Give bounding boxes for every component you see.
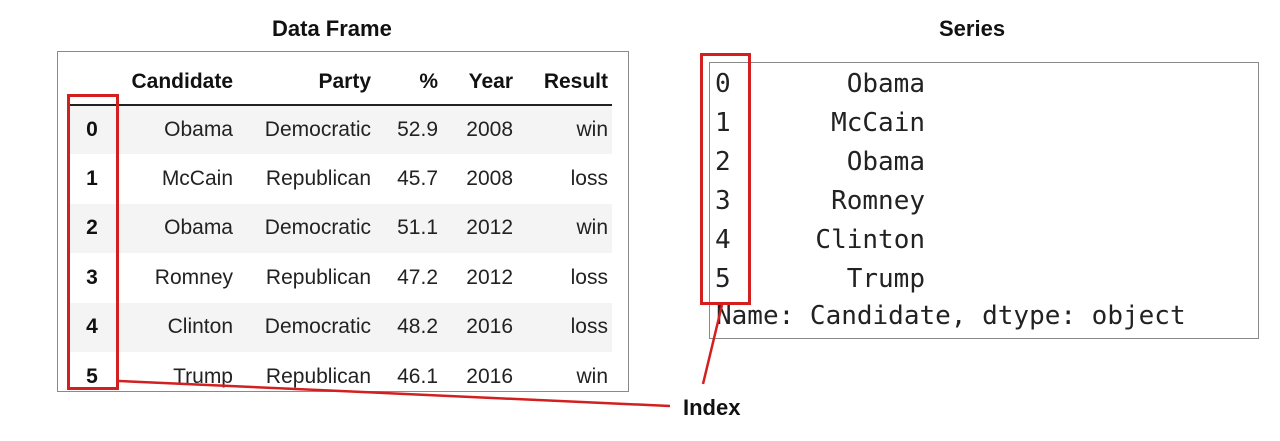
series-value: Obama: [846, 147, 925, 177]
dataframe-panel: Candidate Party % Year Result 0 Obama De…: [57, 51, 629, 392]
cell-party: Republican: [265, 265, 371, 289]
series-footer: Name: Candidate, dtype: object: [716, 301, 1186, 331]
series-value: Clinton: [815, 225, 925, 255]
series-row: 4 Clinton: [710, 225, 1258, 264]
cell-party: Republican: [265, 364, 371, 388]
cell-result: win: [576, 216, 608, 240]
cell-percent: 47.2: [397, 265, 438, 289]
cell-year: 2016: [466, 315, 513, 339]
series-index: 5: [715, 264, 731, 294]
connector-line-series: [701, 304, 724, 385]
series-index-highlight: [700, 53, 751, 305]
cell-percent: 51.1: [397, 216, 438, 240]
cell-percent: 46.1: [397, 364, 438, 388]
cell-year: 2012: [466, 216, 513, 240]
index-annotation-label: Index: [683, 395, 741, 420]
cell-candidate: McCain: [161, 167, 233, 191]
index-header: [69, 60, 115, 106]
series-index: 3: [715, 186, 731, 216]
cell-candidate: Obama: [164, 118, 233, 142]
dataframe-header-row: Candidate Party % Year Result: [69, 60, 612, 106]
row-index: 5: [86, 364, 98, 388]
cell-candidate: Clinton: [167, 315, 233, 339]
series-panel: 0 Obama 1 McCain 2 Obama 3 Romney 4 Clin…: [709, 62, 1259, 339]
cell-result: loss: [570, 315, 608, 339]
cell-candidate: Obama: [164, 216, 233, 240]
dataframe-title: Data Frame: [272, 16, 392, 41]
series-row: 1 McCain: [710, 108, 1258, 147]
row-index: 3: [86, 265, 98, 289]
table-row: 2 Obama Democratic 51.1 2012 win: [69, 203, 612, 254]
series-row: 5 Trump: [710, 264, 1258, 303]
column-header-result: Result: [513, 60, 612, 106]
cell-percent: 52.9: [397, 118, 438, 142]
series-index: 2: [715, 147, 731, 177]
cell-result: loss: [570, 167, 608, 191]
dataframe-table: Candidate Party % Year Result 0 Obama De…: [69, 60, 612, 401]
table-row: 0 Obama Democratic 52.9 2008 win: [69, 105, 612, 155]
series-value: Obama: [846, 69, 925, 99]
series-row: 3 Romney: [710, 186, 1258, 225]
cell-result: win: [576, 118, 608, 142]
series-value: Trump: [846, 264, 925, 294]
series-index: 1: [715, 108, 731, 138]
row-index: 1: [86, 167, 98, 191]
cell-result: loss: [570, 265, 608, 289]
series-index: 4: [715, 225, 731, 255]
connector-line-dataframe: [118, 379, 671, 408]
series-row: 0 Obama: [710, 69, 1258, 108]
cell-year: 2008: [466, 118, 513, 142]
cell-party: Republican: [265, 167, 371, 191]
cell-party: Democratic: [264, 315, 371, 339]
series-index: 0: [715, 69, 731, 99]
column-header-candidate: Candidate: [115, 60, 233, 106]
table-row: 3 Romney Republican 47.2 2012 loss: [69, 253, 612, 302]
column-header-year: Year: [438, 60, 513, 106]
row-index: 2: [86, 216, 98, 240]
column-header-party: Party: [233, 60, 371, 106]
series-value: Romney: [831, 186, 925, 216]
row-index: 4: [86, 315, 98, 339]
cell-year: 2016: [466, 364, 513, 388]
cell-party: Democratic: [264, 118, 371, 142]
cell-percent: 45.7: [397, 167, 438, 191]
series-row: 2 Obama: [710, 147, 1258, 186]
column-header-percent: %: [371, 60, 438, 106]
series-title: Series: [939, 16, 1006, 41]
cell-candidate: Romney: [154, 265, 233, 289]
cell-result: win: [576, 364, 608, 388]
table-row: 4 Clinton Democratic 48.2 2016 loss: [69, 302, 612, 352]
dataframe-index-highlight: [67, 94, 119, 390]
cell-candidate: Trump: [173, 364, 233, 388]
row-index: 0: [86, 118, 98, 142]
table-row: 5 Trump Republican 46.1 2016 win: [69, 352, 612, 401]
cell-year: 2008: [466, 167, 513, 191]
series-value: McCain: [831, 108, 925, 138]
cell-party: Democratic: [264, 216, 371, 240]
cell-year: 2012: [466, 265, 513, 289]
table-row: 1 McCain Republican 45.7 2008 loss: [69, 154, 612, 203]
cell-percent: 48.2: [397, 315, 438, 339]
